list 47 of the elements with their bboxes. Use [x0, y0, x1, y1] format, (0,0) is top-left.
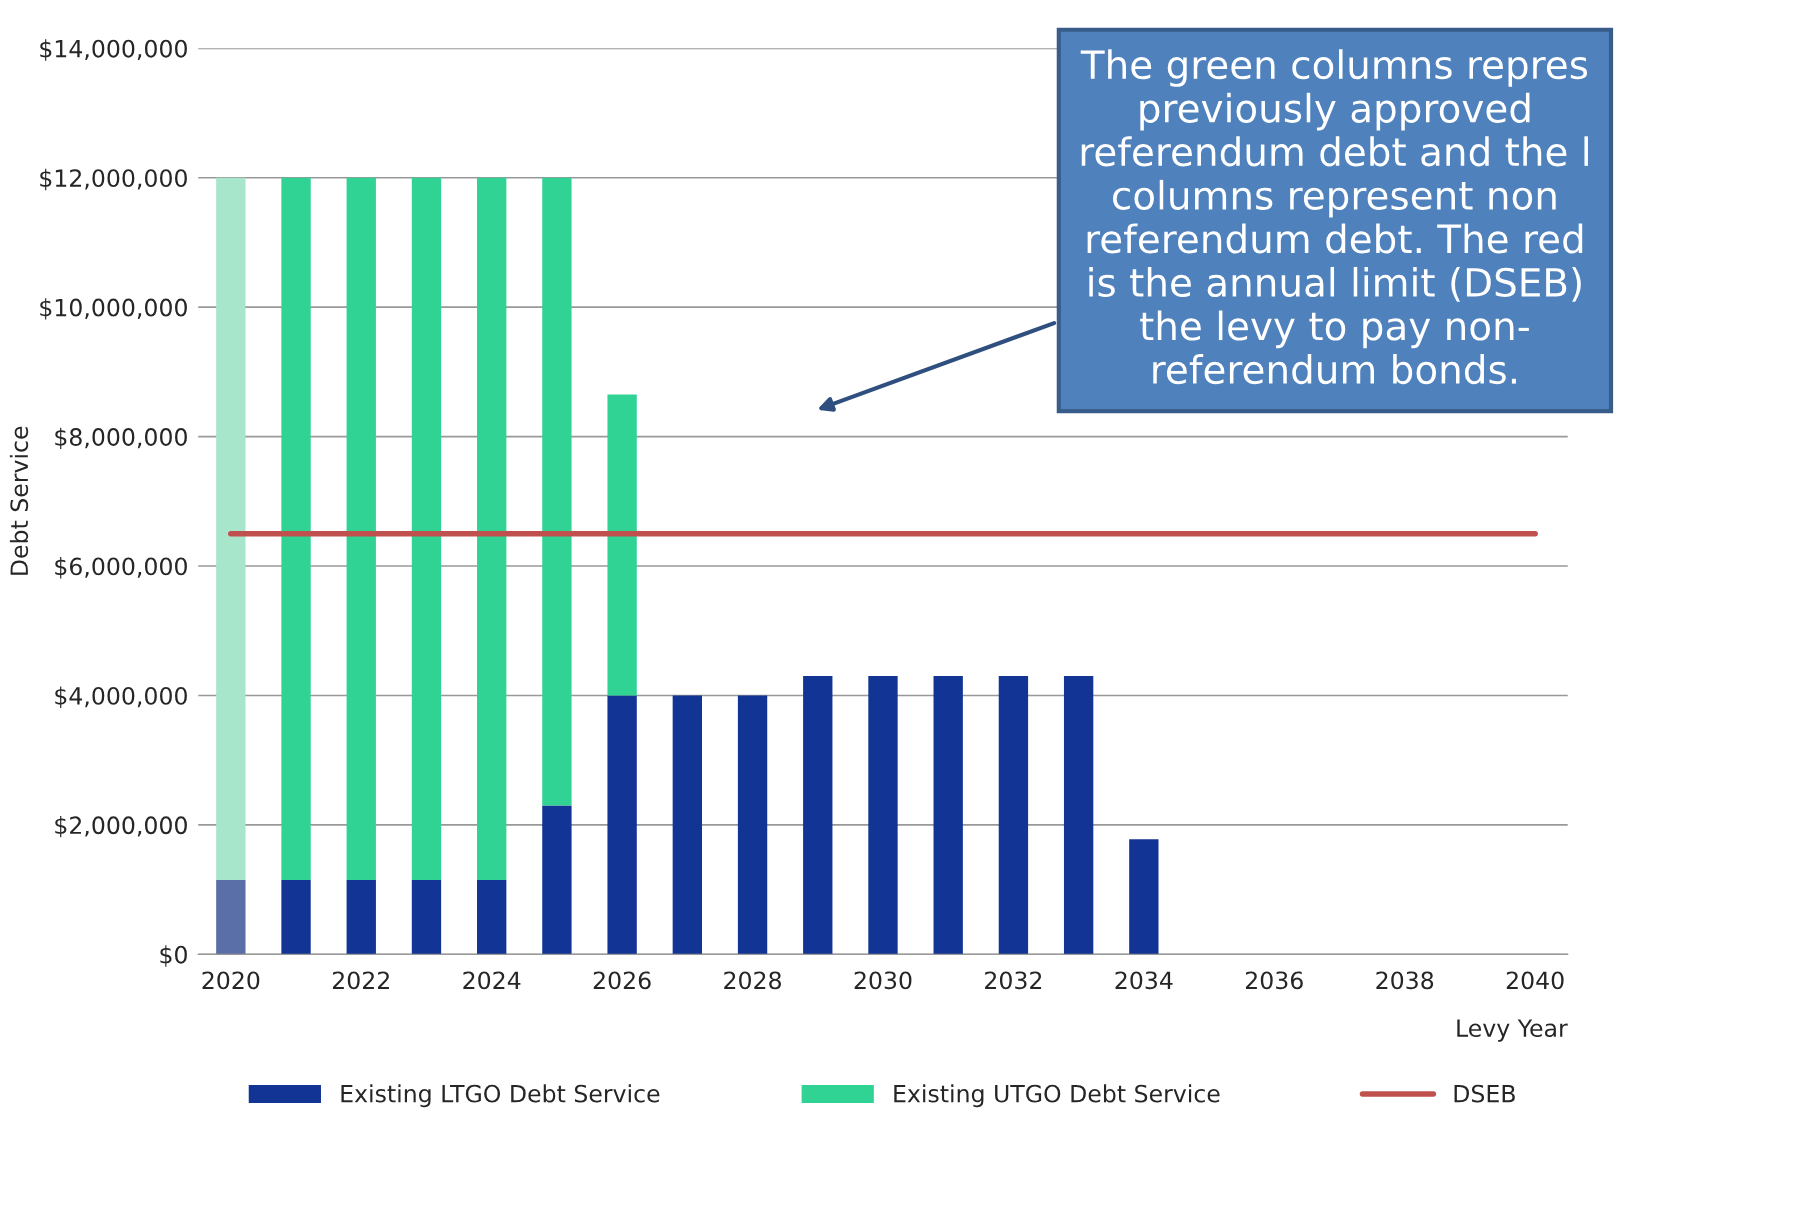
- bar: [933, 676, 963, 955]
- y-tick-label: $0: [160, 945, 187, 967]
- x-axis-title: Levy Year: [1457, 1019, 1568, 1042]
- x-tick-label: 2032: [985, 971, 1042, 990]
- legend-label: Existing LTGO Debt Service: [341, 1084, 660, 1108]
- bar: [1129, 839, 1159, 955]
- bar: [737, 695, 768, 955]
- bar: [281, 177, 311, 880]
- bar: [542, 805, 572, 955]
- bar: [607, 695, 637, 955]
- y-tick-label: $2,000,000: [55, 815, 187, 838]
- y-tick-label: $10,000,000: [40, 298, 187, 320]
- bar: [411, 879, 442, 955]
- x-tick-label: 2022: [332, 971, 389, 990]
- bar: [346, 177, 376, 880]
- bar: [803, 676, 833, 955]
- y-tick-label: $8,000,000: [55, 427, 187, 450]
- x-tick-label: 2034: [1115, 971, 1173, 990]
- bar: [411, 177, 442, 880]
- bar: [216, 177, 246, 880]
- annotation: The green columns repres previously approved referendum debt and the l columns represent non referendum debt. The red is the annual limit (DSEB) the levy to pay non- referendum bonds.: [1080, 49, 1588, 385]
- bar: [868, 676, 898, 955]
- x-tick-label: 2026: [593, 971, 651, 990]
- bar: [477, 177, 507, 880]
- bar: [607, 394, 637, 696]
- y-tick-label: $12,000,000: [40, 168, 187, 191]
- bar: [281, 879, 311, 955]
- x-tick-label: 2028: [724, 971, 781, 990]
- y-tick-label: $14,000,000: [40, 39, 187, 61]
- x-tick-label: 2040: [1506, 971, 1564, 990]
- bar: [672, 695, 703, 955]
- x-tick-label: 2038: [1376, 971, 1434, 990]
- bar: [998, 676, 1029, 955]
- y-tick-label: $6,000,000: [55, 557, 187, 579]
- x-tick-label: 2024: [463, 971, 521, 990]
- bar: [216, 879, 246, 955]
- legend-label: DSEB: [1454, 1084, 1515, 1103]
- legend-label: Existing UTGO Debt Service: [894, 1084, 1220, 1108]
- bar: [346, 879, 376, 955]
- y-axis-title: Debt Service: [9, 426, 29, 575]
- bar: [542, 177, 572, 806]
- x-tick-label: 2020: [202, 971, 260, 990]
- y-tick-label: $4,000,000: [55, 686, 187, 708]
- x-tick-label: 2036: [1245, 971, 1303, 990]
- x-tick-label: 2030: [854, 971, 912, 990]
- bar: [1063, 676, 1094, 955]
- bar: [477, 879, 507, 955]
